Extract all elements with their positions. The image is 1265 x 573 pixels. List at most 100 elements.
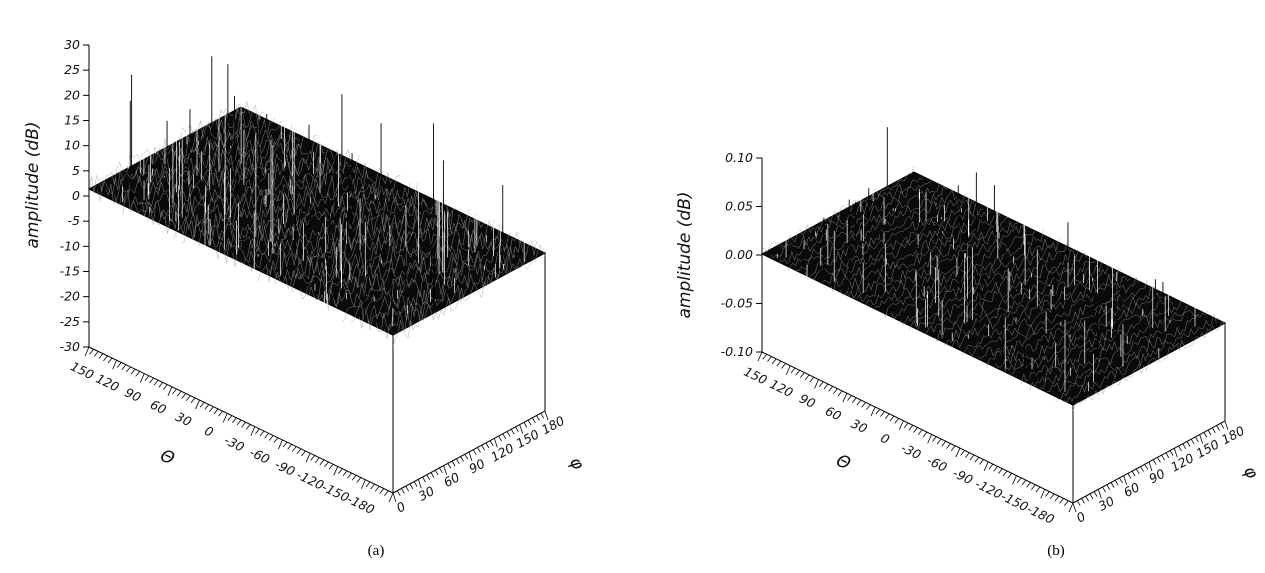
theta-tick xyxy=(861,402,866,408)
theta-tick xyxy=(167,386,173,396)
theta-tick xyxy=(1049,493,1055,500)
theta-tick xyxy=(287,444,292,450)
phi-tick-label: 60 xyxy=(1121,479,1142,500)
z-tick-label: 5 xyxy=(72,163,80,178)
mesh-line xyxy=(943,260,1096,347)
phi-tick xyxy=(1093,491,1098,497)
theta-tick xyxy=(268,435,274,441)
theta-tick xyxy=(347,472,352,479)
theta-tick xyxy=(1040,489,1046,499)
mesh-line xyxy=(1055,311,1208,403)
theta-tick-label: 120 xyxy=(768,376,796,400)
phi-tick xyxy=(1186,441,1191,447)
theta-tick xyxy=(250,426,256,436)
theta-tick xyxy=(278,439,283,450)
mesh-line xyxy=(181,147,335,243)
phi-tick-label: 30 xyxy=(1096,493,1117,514)
phi-tick xyxy=(1072,502,1077,513)
mesh-line xyxy=(951,261,1105,348)
phi-tick xyxy=(460,456,464,462)
phi-tick xyxy=(1169,450,1174,456)
z-tick-label: 0 xyxy=(72,188,80,203)
theta-tick xyxy=(241,421,246,428)
theta-tick xyxy=(282,441,288,448)
phi-tick xyxy=(451,460,456,467)
theta-tick-label: 120 xyxy=(94,371,122,395)
theta-tick xyxy=(301,450,306,457)
theta-tick xyxy=(809,376,815,383)
phi-tick xyxy=(1085,495,1090,502)
theta-tick xyxy=(232,417,237,424)
phi-tick xyxy=(426,474,431,480)
mesh-line xyxy=(822,199,975,284)
z-tick-label: 25 xyxy=(64,62,80,77)
theta-tick xyxy=(338,468,343,474)
theta-tick-label: 150 xyxy=(68,358,96,382)
z-tick-label: -15 xyxy=(60,264,80,279)
phi-tick xyxy=(464,454,469,460)
phi-tick-label: 0 xyxy=(1074,509,1088,526)
z-tick-label: 0.00 xyxy=(725,247,753,262)
phi-tick xyxy=(1216,425,1220,431)
theta-tick xyxy=(259,430,265,437)
theta-tick xyxy=(379,488,385,494)
theta-tick xyxy=(153,379,159,386)
theta-tick xyxy=(795,370,801,376)
theta-tick xyxy=(1059,498,1064,504)
mesh-line xyxy=(925,249,1079,335)
phi-tick xyxy=(1190,439,1195,445)
theta-tick xyxy=(236,419,242,426)
surface-plot-a: 30 25 20 15 10 5 0 -5 -10 -15 -20 -25 -30 amplitude (… xyxy=(23,37,588,559)
theta-tick xyxy=(333,466,339,476)
theta-tick xyxy=(328,463,334,470)
theta-tick xyxy=(89,348,94,355)
theta-tick xyxy=(209,406,214,412)
theta-tick xyxy=(204,404,210,410)
theta-tick xyxy=(790,367,796,374)
theta-tick xyxy=(199,402,205,408)
mesh-line xyxy=(977,276,1131,359)
mesh-line xyxy=(874,225,1027,308)
theta-tick xyxy=(870,406,876,417)
theta-tick-label: -30 xyxy=(222,432,247,454)
theta-tick xyxy=(837,390,843,397)
mesh-line xyxy=(813,193,966,281)
phi-tick xyxy=(1131,470,1136,477)
theta-tick xyxy=(360,479,366,489)
theta-axis-title: Θ xyxy=(157,446,178,470)
theta-tick xyxy=(913,427,918,433)
theta-tick xyxy=(264,433,269,439)
phi-tick xyxy=(1081,498,1085,504)
theta-tick xyxy=(227,415,233,421)
surface-spikes-dark xyxy=(129,56,504,319)
theta-axis-title: Θ xyxy=(833,451,854,475)
surface-mesh xyxy=(88,101,546,347)
phi-tick xyxy=(540,413,545,419)
mesh-line xyxy=(88,104,242,194)
surface-spikes xyxy=(776,149,1196,392)
theta-tick xyxy=(126,366,131,373)
mesh-line xyxy=(839,208,992,296)
phi-tick xyxy=(1089,493,1094,500)
phi-tick xyxy=(455,458,460,465)
theta-tick xyxy=(988,463,994,470)
panel-caption: (b) xyxy=(1047,543,1065,559)
theta-tick-label: -60 xyxy=(925,452,950,474)
phi-tick xyxy=(1135,468,1140,475)
z-tick-label: -0.05 xyxy=(721,296,753,311)
theta-tick xyxy=(356,477,362,483)
phi-tick xyxy=(506,431,511,437)
theta-tick xyxy=(116,362,122,368)
theta-tick-label: 150 xyxy=(742,364,770,388)
mesh-line xyxy=(1012,292,1165,376)
theta-tick xyxy=(93,351,99,357)
theta-tick xyxy=(908,424,914,431)
theta-tick xyxy=(98,353,104,359)
mesh-line xyxy=(240,172,394,265)
theta-tick xyxy=(823,383,829,390)
theta-tick xyxy=(370,483,375,490)
theta-tick xyxy=(804,374,810,381)
theta-tick xyxy=(1016,477,1022,484)
mesh-line xyxy=(995,279,1148,368)
z-axis-title: amplitude (dB) xyxy=(23,121,43,248)
